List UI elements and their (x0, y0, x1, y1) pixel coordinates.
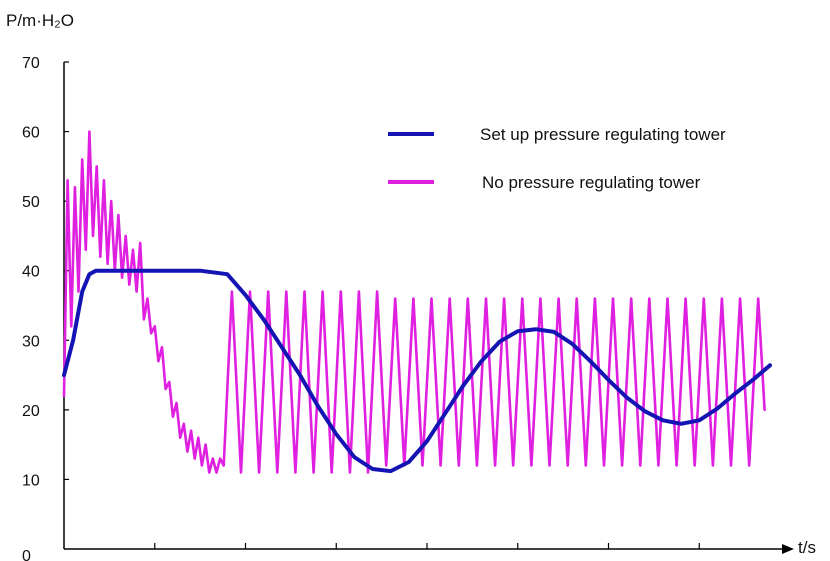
legend-label-no-tower: No pressure regulating tower (482, 173, 701, 192)
x-axis-label: t/s (798, 538, 816, 557)
y-tick-label: 50 (22, 194, 40, 211)
plot-area (62, 130, 772, 474)
y-tick-label: 0 (22, 548, 31, 561)
axes (63, 62, 794, 554)
y-tick-label: 10 (22, 472, 40, 489)
y-tick-label: 20 (22, 403, 40, 420)
x-axis-arrow (782, 544, 794, 554)
y-tick-label: 60 (22, 125, 40, 142)
y-tick-label: 30 (22, 333, 40, 350)
series-line-no-tower (62, 130, 766, 474)
x-ticks (154, 543, 700, 549)
y-ticks: 0 10 20 30 40 50 60 70 (22, 55, 69, 561)
y-tick-label: 40 (22, 264, 40, 281)
legend: Set up pressure regulating tower No pres… (388, 125, 726, 192)
y-axis-label: P/m·H₂O (6, 11, 74, 30)
legend-label-set-up-tower: Set up pressure regulating tower (480, 125, 726, 144)
y-tick-label: 70 (22, 55, 40, 72)
series-line-set-up-tower (62, 268, 772, 474)
